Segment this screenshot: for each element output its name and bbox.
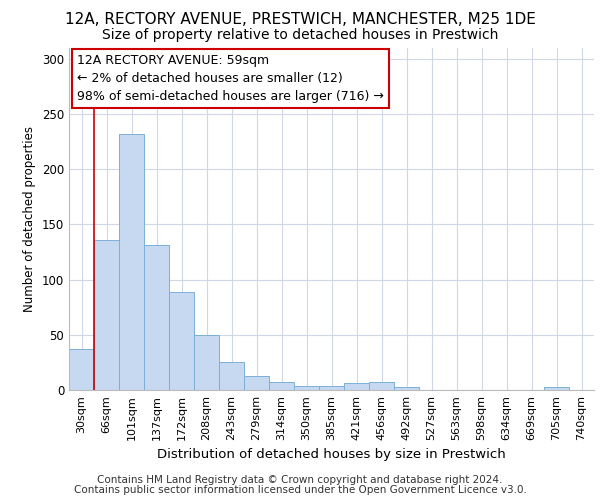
Bar (244, 376, 269, 390)
Text: 12A, RECTORY AVENUE, PRESTWICH, MANCHESTER, M25 1DE: 12A, RECTORY AVENUE, PRESTWICH, MANCHEST… (65, 12, 535, 28)
Bar (219, 362, 244, 390)
Bar (544, 386, 569, 390)
Bar (144, 246, 169, 390)
Y-axis label: Number of detached properties: Number of detached properties (23, 126, 37, 312)
Text: 12A RECTORY AVENUE: 59sqm
← 2% of detached houses are smaller (12)
98% of semi-d: 12A RECTORY AVENUE: 59sqm ← 2% of detach… (77, 54, 384, 104)
Bar (269, 382, 294, 390)
Text: Contains HM Land Registry data © Crown copyright and database right 2024.: Contains HM Land Registry data © Crown c… (97, 475, 503, 485)
Bar (294, 386, 319, 390)
X-axis label: Distribution of detached houses by size in Prestwich: Distribution of detached houses by size … (157, 448, 506, 462)
Bar (344, 384, 369, 390)
Bar (319, 386, 344, 390)
Bar (69, 349, 94, 390)
Bar (94, 240, 119, 390)
Bar (369, 382, 394, 390)
Bar (194, 335, 219, 390)
Text: Contains public sector information licensed under the Open Government Licence v3: Contains public sector information licen… (74, 485, 526, 495)
Bar (119, 134, 144, 390)
Bar (394, 386, 419, 390)
Bar (169, 292, 194, 390)
Text: Size of property relative to detached houses in Prestwich: Size of property relative to detached ho… (102, 28, 498, 42)
